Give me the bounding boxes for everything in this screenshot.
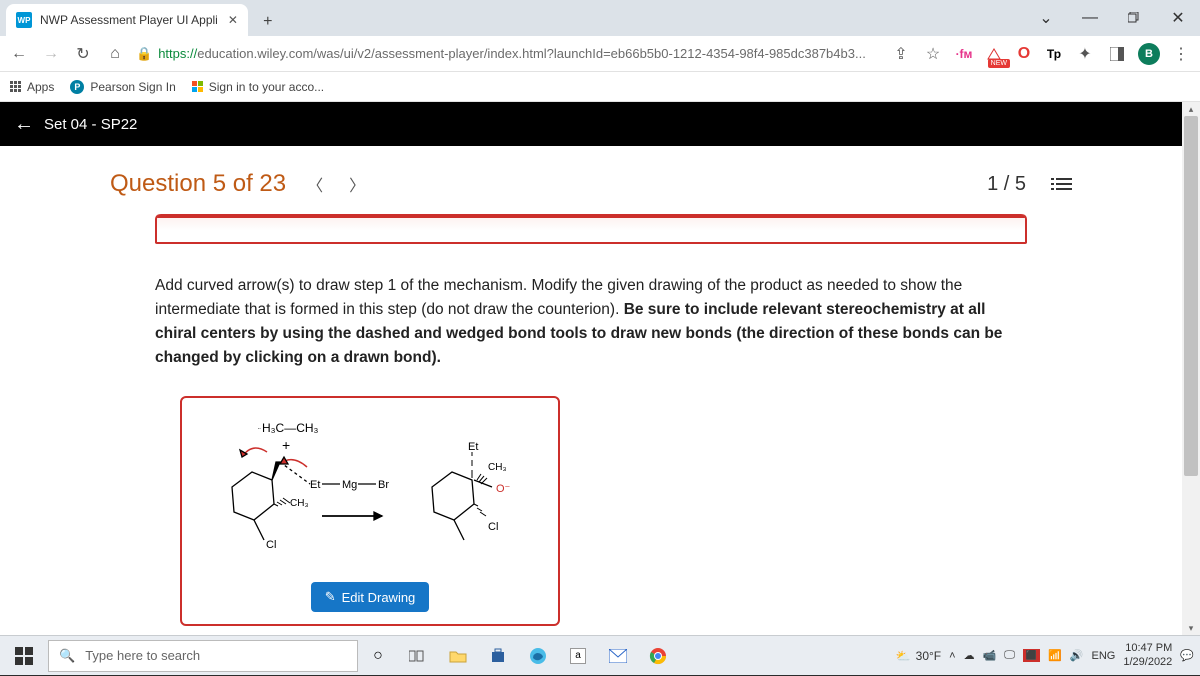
start-button[interactable]: [0, 636, 48, 676]
extension-fm-icon[interactable]: ·fм: [954, 44, 974, 64]
reload-icon[interactable]: ↻: [72, 43, 94, 65]
weather-widget[interactable]: ⛅ 30°F: [896, 649, 941, 663]
drawing-panel: H₃C—CH₃ + Et Mg Br CH₃ Cl ¨: [180, 396, 560, 626]
wifi-icon[interactable]: 📶: [1048, 649, 1062, 662]
tab-title: NWP Assessment Player UI Appli: [40, 13, 218, 27]
taskbar: 🔍 Type here to search ○ a ⛅ 30°F ˄ ☁ 📹 🖵…: [0, 635, 1200, 675]
svg-text:O⁻: O⁻: [496, 483, 511, 495]
signin-label: Sign in to your acco...: [209, 80, 324, 94]
mail-icon[interactable]: [598, 636, 638, 676]
extension-new-icon[interactable]: NEW: [984, 44, 1004, 64]
scroll-up-icon[interactable]: ▴: [1182, 102, 1200, 116]
kebab-menu-icon[interactable]: ⋮: [1170, 43, 1192, 65]
svg-text:CH₃: CH₃: [488, 462, 507, 473]
search-icon: 🔍: [59, 648, 75, 664]
question-title: Question 5 of 23: [110, 170, 286, 198]
profile-avatar[interactable]: B: [1138, 43, 1160, 65]
forward-icon: →: [40, 43, 62, 65]
search-placeholder: Type here to search: [85, 648, 200, 663]
explorer-icon[interactable]: [438, 636, 478, 676]
svg-text:Et: Et: [468, 441, 478, 453]
clock[interactable]: 10:47 PM 1/29/2022: [1123, 642, 1172, 668]
extension-opera-icon[interactable]: O: [1014, 44, 1034, 64]
scroll-down-icon[interactable]: ▾: [1182, 621, 1200, 635]
close-window-icon[interactable]: ✕: [1156, 3, 1200, 33]
back-arrow-icon[interactable]: ←: [14, 113, 34, 136]
svg-text:Br: Br: [378, 479, 389, 491]
apps-bookmark[interactable]: Apps: [10, 80, 54, 94]
edit-drawing-button[interactable]: ✎ Edit Drawing: [311, 582, 430, 612]
signin-bookmark[interactable]: Sign in to your acco...: [192, 80, 324, 94]
svg-text:CH₃: CH₃: [290, 498, 309, 509]
volume-icon[interactable]: 🔊: [1070, 649, 1084, 662]
chrome-icon[interactable]: [638, 636, 678, 676]
prev-question-icon[interactable]: 〈: [302, 171, 328, 197]
apps-grid-icon: [10, 81, 21, 92]
browser-tab[interactable]: WP NWP Assessment Player UI Appli ✕: [6, 4, 248, 36]
store-icon[interactable]: [478, 636, 518, 676]
address-bar[interactable]: 🔒 https://education.wiley.com/was/ui/v2/…: [136, 46, 880, 62]
screen-icon[interactable]: ⬛: [1023, 649, 1040, 662]
onedrive-icon[interactable]: ☁: [964, 649, 975, 662]
scrollbar[interactable]: ▴ ▾: [1182, 102, 1200, 635]
pearson-icon: P: [70, 80, 84, 94]
maximize-icon[interactable]: [1112, 3, 1156, 33]
language-indicator[interactable]: ENG: [1092, 650, 1116, 662]
share-icon[interactable]: ⇪: [890, 43, 912, 65]
notifications-icon[interactable]: 💬: [1180, 649, 1194, 662]
svg-text:+: +: [282, 437, 290, 453]
scroll-thumb[interactable]: [1184, 116, 1198, 476]
home-icon[interactable]: ⌂: [104, 43, 126, 65]
star-icon[interactable]: ☆: [922, 43, 944, 65]
microsoft-icon: [192, 81, 203, 92]
lock-icon: 🔒: [136, 46, 152, 62]
svg-text:Cl: Cl: [488, 521, 498, 533]
clock-time: 10:47 PM: [1123, 642, 1172, 655]
minimize-icon[interactable]: —: [1068, 3, 1112, 33]
reading-list-icon[interactable]: [1106, 43, 1128, 65]
question-text: Add curved arrow(s) to draw step 1 of th…: [155, 274, 1027, 370]
app-a-icon[interactable]: a: [558, 636, 598, 676]
svg-text:¨: ¨: [258, 427, 261, 436]
task-view-icon[interactable]: [398, 636, 438, 676]
new-tab-button[interactable]: +: [254, 8, 282, 36]
url-text: education.wiley.com/was/ui/v2/assessment…: [197, 46, 866, 61]
chevron-down-icon[interactable]: ⌄: [1024, 3, 1068, 33]
meet-now-icon[interactable]: 📹: [983, 649, 997, 662]
url-scheme: https://: [158, 46, 197, 61]
alert-banner: [155, 214, 1027, 244]
clock-date: 1/29/2022: [1123, 656, 1172, 669]
weather-icon: ⛅: [896, 649, 911, 663]
puzzle-icon[interactable]: ✦: [1074, 43, 1096, 65]
close-tab-icon[interactable]: ✕: [226, 13, 240, 27]
attempt-counter: 1 / 5: [987, 173, 1026, 196]
svg-text:H₃C—CH₃: H₃C—CH₃: [262, 421, 319, 435]
pearson-label: Pearson Sign In: [90, 80, 175, 94]
tab-favicon: WP: [16, 12, 32, 28]
weather-temp: 30°F: [916, 649, 941, 663]
svg-text:Cl: Cl: [266, 539, 276, 551]
edit-button-label: Edit Drawing: [342, 590, 416, 605]
back-icon[interactable]: ←: [8, 43, 30, 65]
display-icon[interactable]: 🖵: [1004, 649, 1015, 662]
pencil-icon: ✎: [325, 589, 336, 605]
svg-text:Mg: Mg: [342, 479, 357, 491]
assessment-header: ← Set 04 - SP22: [0, 102, 1182, 146]
tray-chevron-icon[interactable]: ˄: [949, 650, 955, 662]
svg-text:Et: Et: [310, 479, 320, 491]
edge-icon[interactable]: [518, 636, 558, 676]
taskbar-search[interactable]: 🔍 Type here to search: [48, 640, 358, 672]
cortana-icon[interactable]: ○: [358, 636, 398, 676]
chemistry-structure: H₃C—CH₃ + Et Mg Br CH₃ Cl ¨: [192, 412, 548, 572]
question-list-icon[interactable]: [1056, 178, 1072, 190]
apps-label: Apps: [27, 80, 54, 94]
pearson-bookmark[interactable]: P Pearson Sign In: [70, 80, 175, 94]
assessment-title: Set 04 - SP22: [44, 116, 137, 133]
next-question-icon[interactable]: 〉: [344, 171, 370, 197]
extension-tp-icon[interactable]: Тр: [1044, 44, 1064, 64]
